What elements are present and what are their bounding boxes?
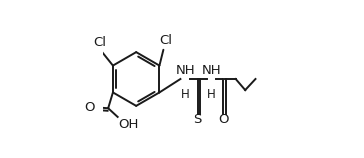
Text: NH: NH	[175, 64, 195, 77]
Text: OH: OH	[118, 118, 138, 131]
Text: Cl: Cl	[159, 34, 172, 47]
Text: H: H	[207, 88, 216, 101]
Text: O: O	[218, 113, 228, 126]
Text: O: O	[85, 101, 95, 114]
Text: NH: NH	[201, 64, 221, 77]
Text: S: S	[194, 113, 202, 126]
Text: H: H	[181, 88, 190, 101]
Text: Cl: Cl	[93, 36, 106, 49]
